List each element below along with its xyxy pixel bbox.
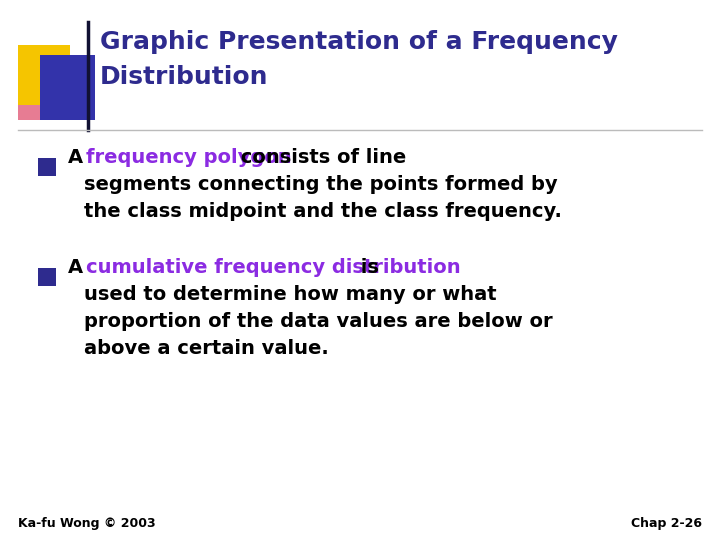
Bar	[40, 55, 95, 120]
Text: cumulative frequency distribution: cumulative frequency distribution	[86, 258, 461, 277]
Bar	[18, 80, 60, 120]
Bar	[38, 158, 56, 176]
Text: proportion of the data values are below or: proportion of the data values are below …	[84, 312, 553, 331]
Text: Chap 2-26: Chap 2-26	[631, 517, 702, 530]
Text: Distribution: Distribution	[100, 65, 269, 89]
Text: frequency polygon: frequency polygon	[86, 148, 292, 167]
Text: is: is	[354, 258, 379, 277]
Text: Graphic Presentation of a Frequency: Graphic Presentation of a Frequency	[100, 30, 618, 54]
Text: Ka-fu Wong © 2003: Ka-fu Wong © 2003	[18, 517, 156, 530]
Text: used to determine how many or what: used to determine how many or what	[84, 285, 497, 304]
Bar	[38, 268, 56, 286]
Text: consists of line: consists of line	[234, 148, 406, 167]
Text: above a certain value.: above a certain value.	[84, 339, 329, 358]
Text: the class midpoint and the class frequency.: the class midpoint and the class frequen…	[84, 202, 562, 221]
Text: A: A	[68, 148, 90, 167]
Text: A: A	[68, 258, 90, 277]
Text: segments connecting the points formed by: segments connecting the points formed by	[84, 175, 557, 194]
Bar	[18, 45, 70, 105]
